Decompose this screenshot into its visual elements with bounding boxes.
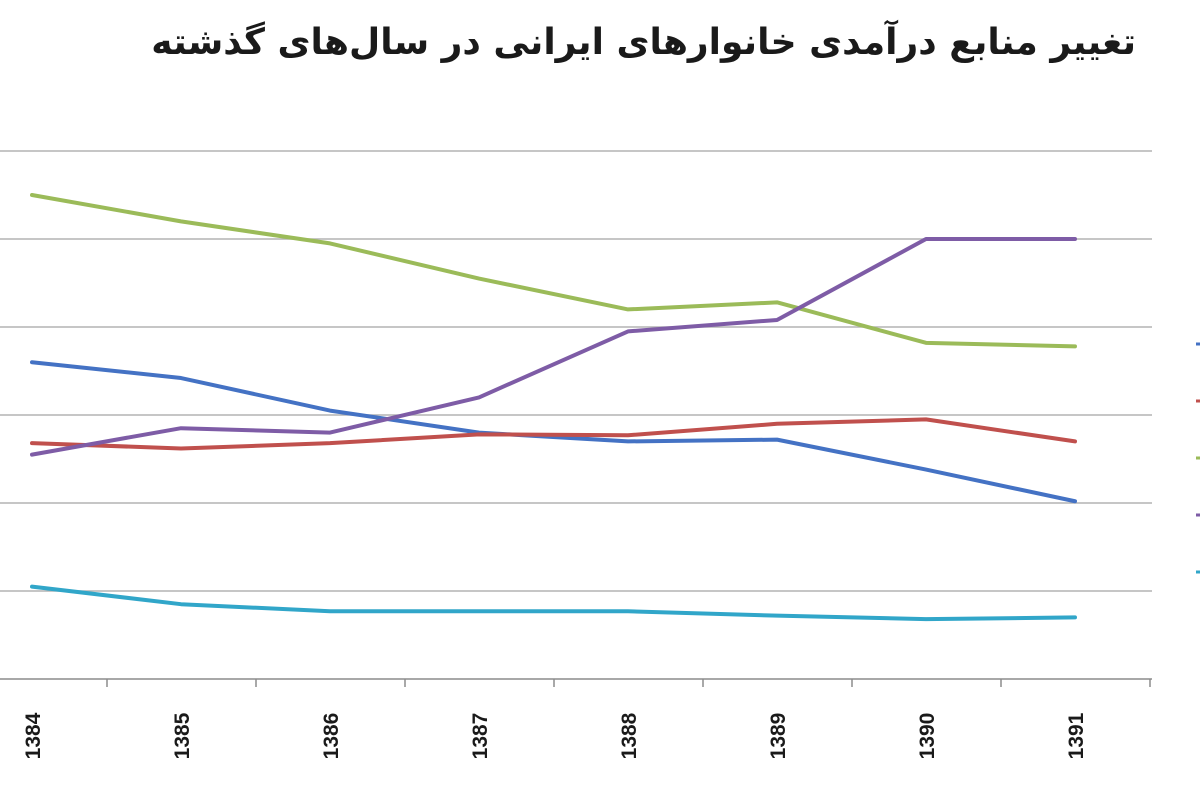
grid-lines <box>0 150 1152 592</box>
legend <box>1196 342 1200 574</box>
series-line-3 <box>30 193 1077 349</box>
x-tick-label: 1388 <box>618 712 641 759</box>
series-line-1 <box>30 360 1077 504</box>
series-line-2 <box>30 417 1077 451</box>
x-tick-label: 1389 <box>767 713 790 760</box>
x-tick-label: 1384 <box>22 712 45 759</box>
chart-title: تغییر منابع درآمدی خانوارهای ایرانی در س… <box>151 22 1136 63</box>
x-tick-label: 1387 <box>469 713 492 760</box>
series-lines <box>30 193 1077 622</box>
series-line-4 <box>30 237 1077 457</box>
x-tick-label: 1386 <box>320 713 343 760</box>
x-tick-label: 1391 <box>1065 712 1088 759</box>
x-tick-label: 1385 <box>171 712 194 759</box>
x-tick-label: 1390 <box>916 713 939 760</box>
series-line-5 <box>30 584 1077 622</box>
x-axis: 1384 1385 1386 1387 1388 1389 1390 1391 <box>0 678 1152 760</box>
